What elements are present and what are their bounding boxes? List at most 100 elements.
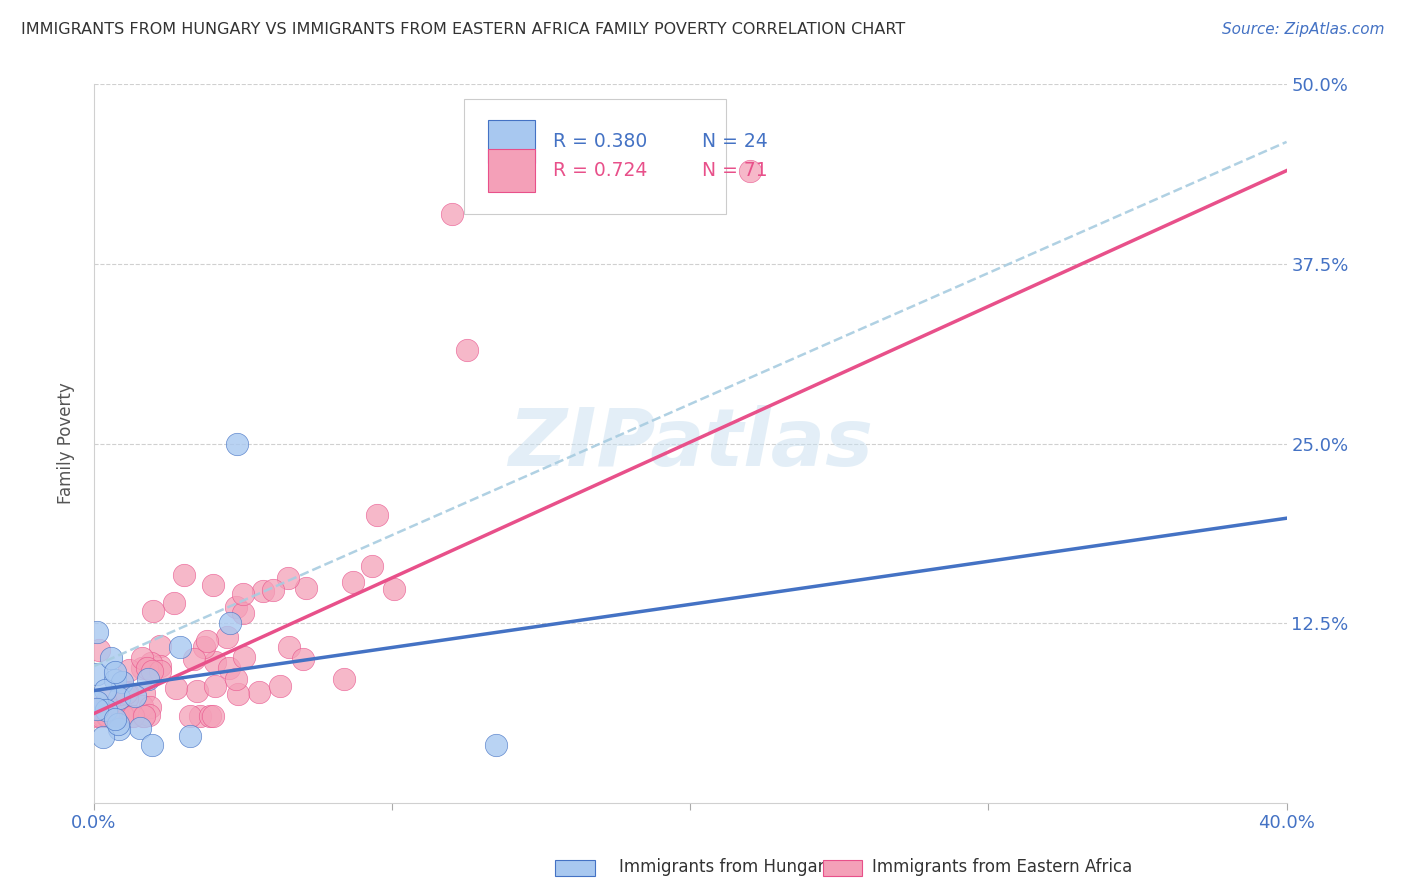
Point [86,702,108,716]
Point [366,508,388,523]
Point [107,716,129,731]
Point [193,640,215,654]
Point [107,722,129,736]
Point [96,709,118,723]
Text: N = 71: N = 71 [702,161,768,180]
Point [190,709,212,723]
Point [142,604,165,618]
Bar [488,149,536,192]
Point [149,639,172,653]
Point [98,702,121,716]
Point [91,709,114,723]
Point [103,673,125,687]
Point [179,709,201,723]
Point [86,701,108,715]
Point [100,698,122,713]
Point [86,667,108,681]
Point [485,738,508,752]
Point [277,571,299,585]
Point [124,690,146,704]
Point [108,691,131,706]
Point [121,709,143,723]
Point [202,709,225,723]
Point [89,709,111,723]
Point [200,709,222,723]
Text: Immigrants from Hungary: Immigrants from Hungary [619,858,834,876]
Point [138,699,160,714]
Point [118,663,141,677]
Point [111,709,134,723]
Point [132,686,155,700]
Point [149,665,172,679]
Point [179,729,201,743]
Point [94,683,117,698]
Point [232,650,254,665]
Point [333,672,356,686]
Point [204,679,226,693]
Point [86,709,108,723]
Point [115,686,138,700]
Point [225,600,247,615]
Point [104,712,127,726]
Point [104,665,127,679]
Point [247,684,270,698]
Point [219,616,242,631]
Point [202,578,225,592]
Point [131,661,153,675]
Point [252,584,274,599]
Text: Immigrants from Eastern Africa: Immigrants from Eastern Africa [872,858,1132,876]
Point [382,582,405,597]
Point [122,709,145,723]
Point [136,661,159,675]
Point [456,343,478,358]
Point [361,558,384,573]
FancyBboxPatch shape [464,99,725,214]
Point [110,675,132,690]
Point [738,163,761,178]
Point [141,738,163,752]
Point [96,693,118,707]
Point [165,681,187,696]
Point [131,651,153,665]
Point [342,575,364,590]
Text: R = 0.380: R = 0.380 [553,132,647,152]
Point [163,596,186,610]
Text: Source: ZipAtlas.com: Source: ZipAtlas.com [1222,22,1385,37]
Point [136,672,159,686]
Point [186,684,208,698]
Point [97,709,120,723]
Point [132,709,155,723]
Text: ZIPatlas: ZIPatlas [508,404,873,483]
Point [100,651,122,665]
Point [131,699,153,714]
Y-axis label: Family Poverty: Family Poverty [58,383,75,504]
Point [225,673,247,687]
Point [138,708,160,723]
Point [139,656,162,670]
Point [115,684,138,698]
Point [169,640,191,655]
Point [226,687,249,701]
Point [195,633,218,648]
Point [86,624,108,639]
Point [278,640,301,654]
Point [86,695,108,709]
Text: R = 0.724: R = 0.724 [553,161,648,180]
Point [232,587,254,601]
Point [262,582,284,597]
Point [226,436,249,450]
Point [232,606,254,620]
Point [173,568,195,582]
Point [115,690,138,705]
Point [107,709,129,723]
Point [295,581,318,595]
Point [87,643,110,657]
Point [217,630,239,644]
Point [129,721,152,735]
Point [291,651,314,665]
Point [440,207,463,221]
Point [132,709,155,723]
Point [149,659,172,673]
Point [91,730,114,744]
Point [204,655,226,669]
